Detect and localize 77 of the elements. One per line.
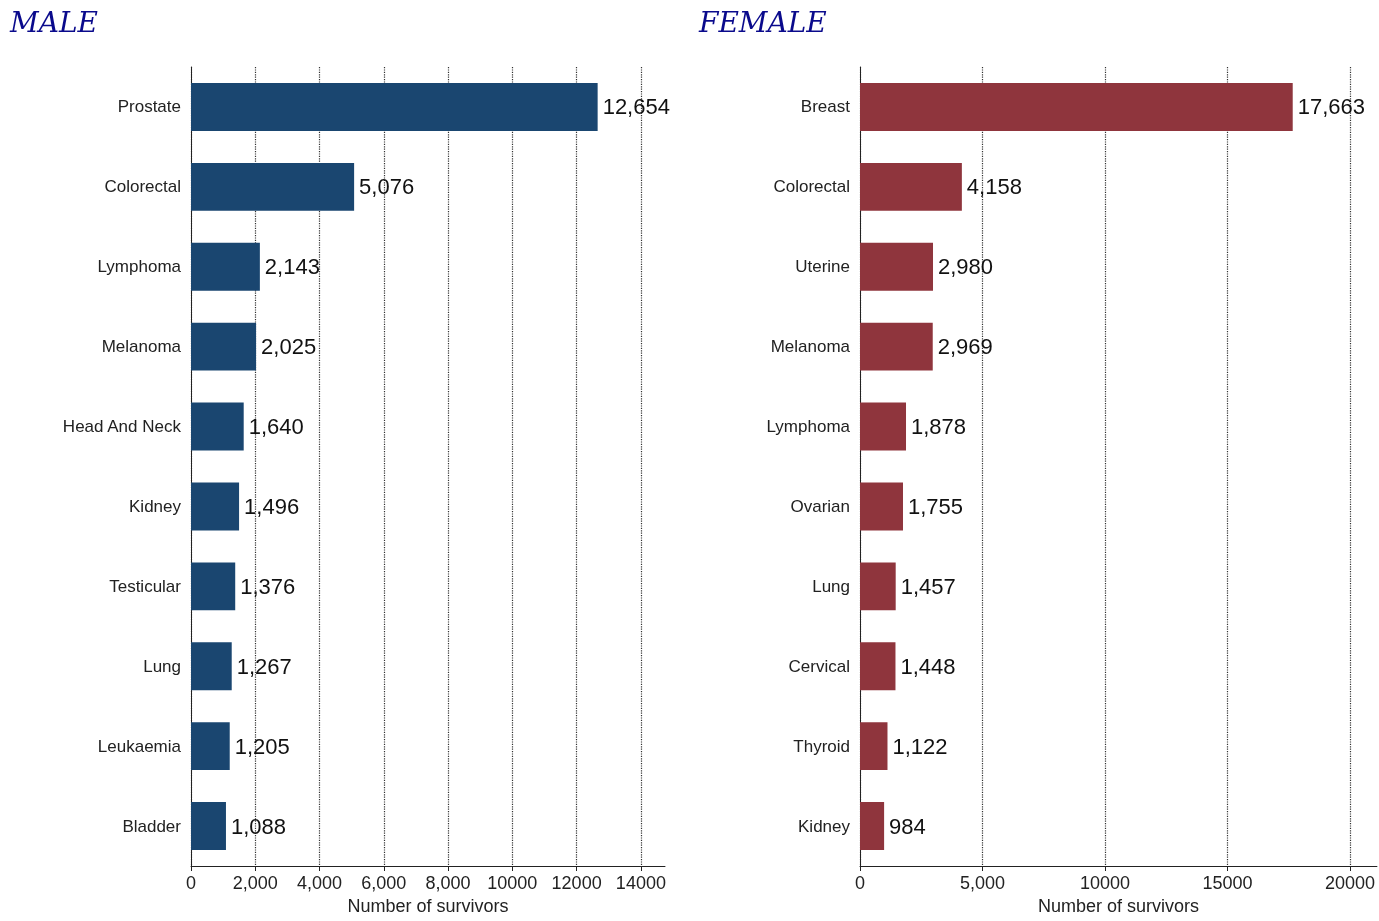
x-tick-label: 6,000 <box>361 873 407 893</box>
data-label: 2,143 <box>264 254 320 280</box>
y-tick-label: Lung <box>143 656 181 676</box>
data-label: 1,448 <box>900 653 956 679</box>
bar <box>860 242 934 291</box>
bar <box>191 402 244 451</box>
data-label: 1,640 <box>248 414 304 440</box>
x-tick-label: 0 <box>185 873 197 893</box>
data-label: 1,376 <box>240 573 296 599</box>
y-tick-label: Melanoma <box>770 337 851 357</box>
bar <box>191 162 355 211</box>
bar <box>860 402 907 451</box>
y-tick-label: Kidney <box>798 816 851 836</box>
data-label: 2,980 <box>938 254 994 280</box>
y-tick-label: Lymphoma <box>766 417 851 437</box>
x-tick-label: 14000 <box>615 873 666 893</box>
bar <box>860 642 896 691</box>
x-tick-label: 5,000 <box>959 873 1006 893</box>
x-tick-label: 10000 <box>1079 873 1131 893</box>
y-tick-label: Uterine <box>795 257 850 277</box>
bar <box>191 722 230 771</box>
bar <box>191 642 232 691</box>
data-label: 2,969 <box>937 334 993 360</box>
x-tick-label: 20000 <box>1324 873 1375 893</box>
bar <box>860 722 888 771</box>
y-tick-label: Testicular <box>109 576 182 596</box>
y-tick-label: Colorectal <box>773 177 850 197</box>
bar <box>860 562 896 611</box>
bar <box>191 482 240 531</box>
y-tick-label: Kidney <box>129 496 182 516</box>
y-tick-label: Cervical <box>788 656 850 676</box>
data-label: 4,158 <box>966 174 1022 200</box>
x-tick-label: 4,000 <box>297 873 343 893</box>
bar <box>860 82 1293 131</box>
x-axis-title: Number of survivors <box>347 895 509 916</box>
data-label: 1,755 <box>908 493 964 519</box>
y-tick-label: Leukaemia <box>97 736 182 756</box>
bar <box>191 242 260 291</box>
y-tick-label: Melanoma <box>101 337 182 357</box>
y-tick-label: Bladder <box>122 816 182 836</box>
data-label: 2,025 <box>261 334 317 360</box>
y-tick-label: Breast <box>800 97 851 117</box>
chart-title: MALE <box>10 6 98 39</box>
bar <box>860 322 933 371</box>
data-label: 5,076 <box>359 174 415 200</box>
data-label: 1,122 <box>892 733 948 759</box>
y-tick-label: Ovarian <box>790 496 850 516</box>
data-label: 12,654 <box>602 94 670 120</box>
data-label: 17,663 <box>1297 94 1366 120</box>
bar <box>191 562 236 611</box>
bar <box>860 162 962 211</box>
data-label: 1,457 <box>900 573 956 599</box>
data-label: 1,088 <box>230 813 287 839</box>
data-label: 1,267 <box>236 653 292 679</box>
bar <box>860 482 903 531</box>
x-axis-title: Number of survivors <box>1037 895 1199 916</box>
y-tick-label: Lymphoma <box>97 257 182 277</box>
data-label: 1,205 <box>234 733 290 759</box>
x-tick-label: 10000 <box>487 873 538 893</box>
y-tick-label: Colorectal <box>104 177 181 197</box>
y-tick-label: Lung <box>812 576 850 596</box>
y-tick-label: Head And Neck <box>62 417 182 437</box>
bar <box>191 322 257 371</box>
bar <box>191 802 226 851</box>
data-label: 1,496 <box>244 493 300 519</box>
bar <box>191 82 598 131</box>
bar <box>860 802 885 851</box>
x-tick-label: 2,000 <box>232 873 278 893</box>
x-tick-label: 12000 <box>551 873 602 893</box>
chart-title: FEMALE <box>699 6 827 39</box>
x-tick-label: 8,000 <box>425 873 471 893</box>
x-tick-label: 0 <box>854 873 866 893</box>
y-tick-label: Prostate <box>117 97 181 117</box>
data-label: 984 <box>889 813 926 839</box>
x-tick-label: 15000 <box>1202 873 1253 893</box>
data-label: 1,878 <box>911 414 967 440</box>
y-tick-label: Thyroid <box>793 736 850 756</box>
